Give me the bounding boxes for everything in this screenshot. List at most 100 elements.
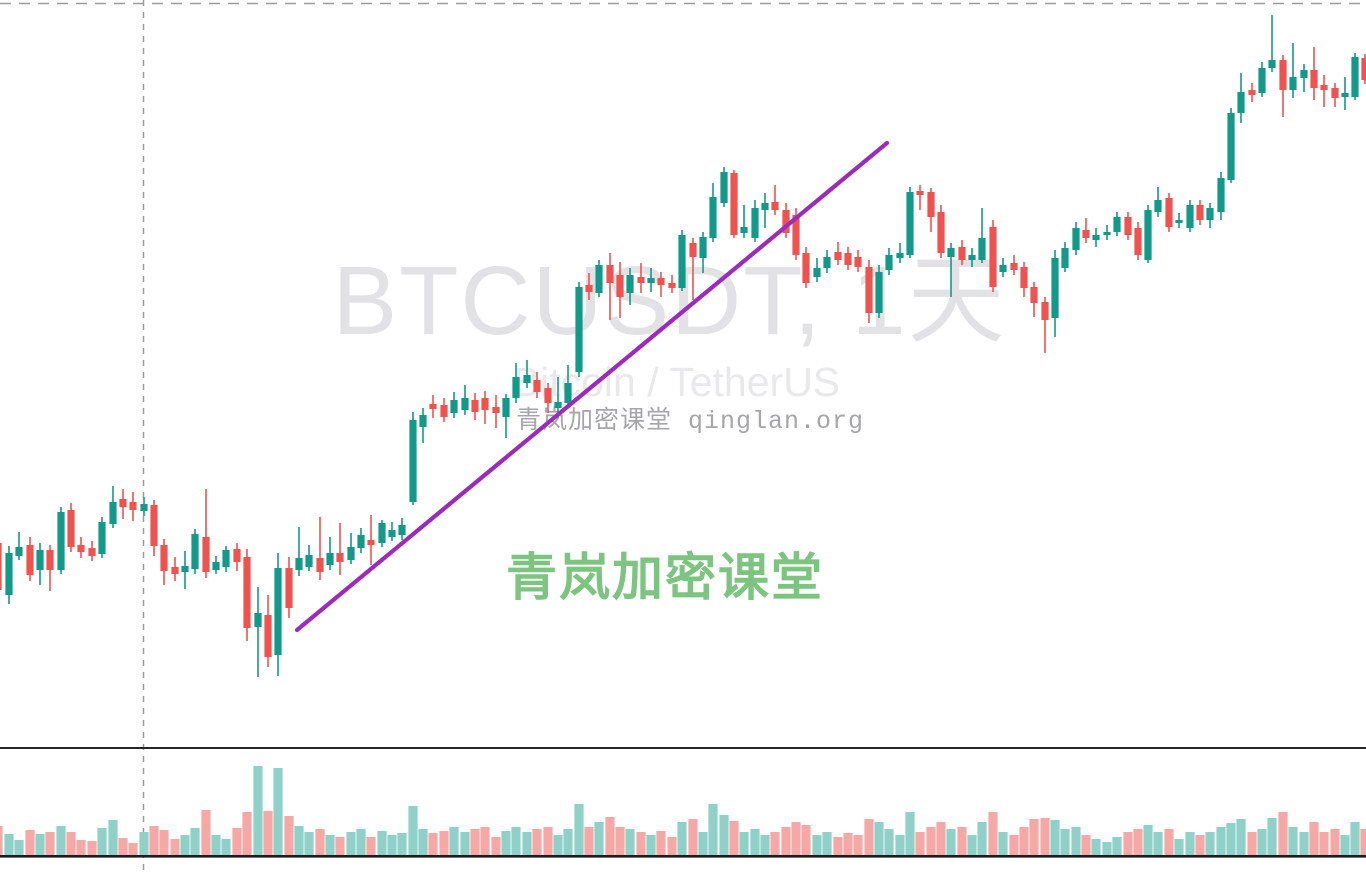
candle-body — [1134, 228, 1142, 255]
volume-bar — [263, 811, 273, 856]
volume-bar — [1319, 832, 1329, 856]
candle-body — [906, 192, 914, 255]
candle-body — [637, 277, 645, 283]
candle-body — [1300, 70, 1308, 78]
candle-body — [57, 512, 65, 570]
volume-bar — [905, 812, 915, 856]
candle-body — [1217, 178, 1225, 212]
volume-bar — [284, 816, 294, 856]
volume-bar — [108, 820, 118, 856]
volume-bar — [501, 831, 511, 856]
volume-bar — [201, 810, 211, 856]
volume-bar — [1257, 829, 1267, 856]
candle-body — [450, 400, 458, 413]
candle-body — [668, 283, 676, 288]
candle-body — [285, 568, 293, 608]
candle-body — [119, 499, 127, 507]
volume-bar — [1299, 832, 1309, 856]
volume-bar — [232, 828, 242, 856]
volume-bar — [1340, 835, 1350, 856]
volume-bar — [1112, 837, 1122, 856]
volume-bar — [843, 833, 853, 856]
volume-bar — [242, 812, 252, 856]
volume-bar — [211, 835, 221, 856]
candle-body — [1124, 217, 1132, 235]
volume-bar — [511, 827, 521, 856]
volume-bar — [159, 830, 169, 856]
volume-bar — [594, 822, 604, 856]
candle-body — [1331, 88, 1339, 98]
volume-bar — [1143, 825, 1153, 856]
pane-separators — [0, 747, 1366, 858]
volume-bar — [1019, 827, 1029, 856]
candle-body — [15, 547, 23, 556]
candle-body — [823, 257, 831, 268]
candle-body — [1289, 77, 1297, 90]
volume-bar — [35, 834, 45, 856]
volume-bar — [45, 832, 55, 856]
volume-bar — [304, 832, 314, 856]
volume-bar — [439, 831, 449, 856]
candle-body — [554, 402, 562, 408]
volume-baseline — [0, 855, 1366, 858]
candle-body — [471, 400, 479, 412]
candle-body — [1061, 248, 1069, 268]
candle-body — [999, 265, 1007, 272]
candle-body — [875, 272, 883, 313]
candle-body — [429, 404, 437, 409]
candle-body — [212, 562, 220, 570]
volume-bar — [625, 829, 635, 856]
volume-bar — [315, 829, 325, 856]
volume-bar — [1164, 829, 1174, 856]
candle-body — [854, 257, 862, 267]
volume-bar — [1247, 832, 1257, 856]
candle-body — [264, 615, 272, 657]
volume-bar — [294, 826, 304, 856]
candle-body — [357, 535, 365, 548]
volume-bar — [998, 832, 1008, 856]
trendline-drawing[interactable] — [294, 140, 890, 633]
candle-body — [1030, 287, 1038, 303]
candle-body — [1351, 57, 1359, 97]
candle-body — [595, 265, 603, 293]
volume-bar — [563, 829, 573, 856]
candle-body — [657, 278, 665, 285]
volume-bar — [719, 815, 729, 856]
candle-body — [1279, 60, 1287, 90]
candle-body — [202, 537, 210, 572]
candle-body — [937, 212, 945, 253]
candle-body — [274, 568, 282, 655]
candle-body — [678, 235, 686, 288]
volume-bar — [97, 828, 107, 856]
candle-body — [1227, 113, 1235, 180]
candle-body — [481, 398, 489, 410]
volume-bar — [1195, 835, 1205, 856]
candle-body — [1092, 235, 1100, 240]
volume-bar — [853, 835, 863, 856]
candle-body — [222, 550, 230, 567]
volume-bar — [1009, 835, 1019, 856]
volume-bar — [1226, 823, 1236, 856]
candle-body — [720, 172, 728, 203]
volume-pane — [0, 766, 1366, 856]
volume-bar — [0, 826, 3, 856]
volume-bar — [397, 833, 407, 856]
candle-body — [512, 377, 520, 398]
trendline[interactable] — [294, 140, 890, 633]
candle-body — [181, 566, 189, 572]
candle-body — [802, 253, 810, 283]
candle-body — [5, 553, 13, 595]
volume-bar — [325, 835, 335, 856]
volume-bar — [553, 835, 563, 856]
candle-body — [751, 208, 759, 238]
volume-bar — [480, 827, 490, 856]
volume-bar — [491, 837, 501, 856]
volume-bar — [1029, 819, 1039, 856]
volume-bar — [770, 832, 780, 856]
volume-bar — [1236, 819, 1246, 856]
candle-body — [585, 285, 593, 292]
volume-bar — [895, 835, 905, 856]
candle-body — [492, 407, 500, 413]
candle-body — [1258, 68, 1266, 93]
volume-bar — [14, 840, 24, 856]
